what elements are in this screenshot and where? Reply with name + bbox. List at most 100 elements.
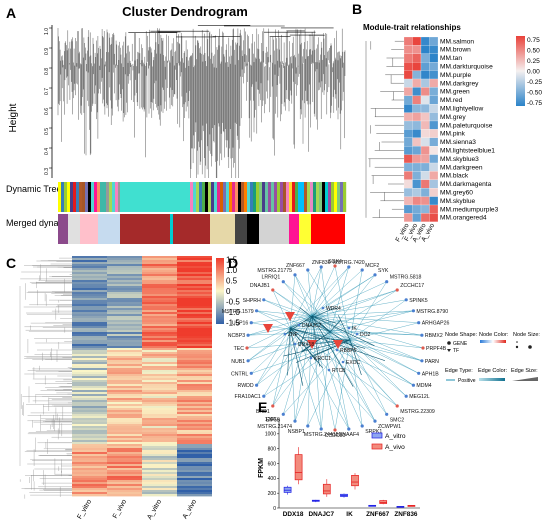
module-trait-cell bbox=[412, 179, 422, 189]
expression-cell bbox=[142, 406, 177, 409]
expression-cell bbox=[177, 472, 212, 475]
network-gene-node bbox=[333, 428, 337, 432]
expression-cell bbox=[107, 404, 142, 407]
expression-cell bbox=[107, 424, 142, 427]
tree-cut-module bbox=[247, 182, 251, 212]
module-trait-cell bbox=[403, 196, 413, 206]
tree-cut-module bbox=[94, 182, 98, 212]
c-colorbar-tick: -1.0 bbox=[226, 308, 240, 317]
tree-cut-module bbox=[196, 182, 200, 212]
expression-cell bbox=[177, 258, 212, 261]
network-gene-node bbox=[306, 424, 310, 428]
expression-cell bbox=[72, 298, 107, 301]
network-gene-node bbox=[255, 383, 259, 387]
b-colorbar-tick: -0.25 bbox=[527, 79, 542, 86]
network-gene-node bbox=[385, 280, 389, 284]
module-trait-cell bbox=[420, 87, 430, 96]
network-gene-label: RWDD bbox=[238, 383, 254, 389]
network-gene-label: MSTRG.8790 bbox=[416, 309, 448, 315]
expression-cell bbox=[142, 426, 177, 429]
legend-tf-triangle bbox=[447, 349, 451, 352]
tree-cut-module bbox=[301, 182, 305, 212]
module-trait-cell bbox=[429, 36, 439, 46]
module-label: MM.skyblue bbox=[440, 198, 476, 205]
module-trait-cell bbox=[412, 188, 422, 197]
expression-cell bbox=[107, 286, 142, 289]
panel-e-xlabels: DDX18 DNAJC7 IK ZNF667 ZNF836 bbox=[283, 511, 418, 518]
tree-cut-module bbox=[226, 182, 230, 212]
expression-cell bbox=[107, 442, 142, 445]
module-trait-cell bbox=[420, 53, 430, 63]
module-trait-cell bbox=[420, 213, 430, 222]
tree-cut-module bbox=[76, 182, 80, 212]
tree-cut-module bbox=[64, 182, 68, 212]
expression-cell bbox=[107, 284, 142, 287]
module-trait-cell bbox=[412, 154, 422, 164]
expression-cell bbox=[142, 448, 177, 451]
panel-a-ylabel: Height bbox=[8, 103, 19, 132]
panel-e-boxes bbox=[283, 447, 416, 508]
network-core-node bbox=[283, 332, 287, 336]
merged-module bbox=[80, 214, 98, 244]
tree-cut-module bbox=[100, 182, 104, 212]
module-trait-cell bbox=[420, 62, 430, 71]
expression-cell bbox=[107, 472, 142, 475]
expression-cell bbox=[107, 414, 142, 417]
merged-module bbox=[299, 214, 311, 244]
tree-cut-module bbox=[340, 182, 344, 212]
expression-cell bbox=[72, 432, 107, 435]
expression-cell bbox=[142, 296, 177, 299]
a-ytick-label: 0.6 bbox=[44, 108, 50, 115]
network-gene-node bbox=[411, 309, 415, 313]
expression-cell bbox=[177, 370, 212, 373]
merged-module bbox=[68, 214, 80, 244]
network-gene-label: DNAAF4 bbox=[339, 432, 360, 438]
network-gene-label: ZNF667 bbox=[286, 263, 305, 269]
module-trait-cell bbox=[420, 137, 430, 147]
expression-cell bbox=[177, 304, 212, 307]
network-gene-node bbox=[306, 268, 310, 272]
expression-cell bbox=[107, 312, 142, 315]
network-core-node bbox=[327, 368, 331, 372]
expression-cell bbox=[142, 314, 177, 317]
expression-cell bbox=[72, 490, 107, 493]
expression-cell bbox=[107, 448, 142, 451]
expression-cell bbox=[72, 364, 107, 367]
module-trait-cell bbox=[429, 62, 439, 71]
expression-cell bbox=[72, 274, 107, 277]
expression-cell bbox=[72, 296, 107, 299]
tree-cut-module bbox=[193, 182, 197, 212]
expression-cell bbox=[107, 330, 142, 333]
expression-cell bbox=[107, 376, 142, 379]
network-core-node bbox=[355, 332, 359, 336]
network-core-node bbox=[309, 356, 313, 360]
module-trait-cell bbox=[429, 45, 439, 54]
expression-cell bbox=[142, 392, 177, 395]
network-gene-node bbox=[319, 427, 323, 431]
expression-cell bbox=[72, 368, 107, 371]
expression-cell bbox=[107, 398, 142, 401]
e-category-label: DDX18 bbox=[283, 511, 304, 518]
module-trait-cell bbox=[403, 36, 413, 46]
panel-d-letter: D bbox=[228, 255, 238, 271]
expression-cell bbox=[107, 368, 142, 371]
expression-cell bbox=[177, 450, 212, 453]
module-trait-cell bbox=[412, 78, 422, 88]
expression-cell bbox=[107, 392, 142, 395]
network-gene-label: MEG12L bbox=[409, 394, 430, 400]
expression-cell bbox=[177, 296, 212, 299]
expression-cell bbox=[177, 320, 212, 323]
expression-cell bbox=[72, 314, 107, 317]
expression-cell bbox=[72, 328, 107, 331]
a-ytick-label: 0.7 bbox=[44, 88, 50, 95]
row-label-merged-dynamic: Merged dynamic bbox=[6, 218, 73, 228]
expression-cell bbox=[177, 340, 212, 343]
expression-cell bbox=[72, 394, 107, 397]
module-trait-cell bbox=[403, 62, 413, 71]
expression-cell bbox=[177, 396, 212, 399]
expression-cell bbox=[72, 484, 107, 487]
expression-cell bbox=[72, 452, 107, 455]
expression-cell bbox=[72, 342, 107, 345]
tree-cut-module bbox=[70, 182, 74, 212]
expression-cell bbox=[142, 430, 177, 433]
